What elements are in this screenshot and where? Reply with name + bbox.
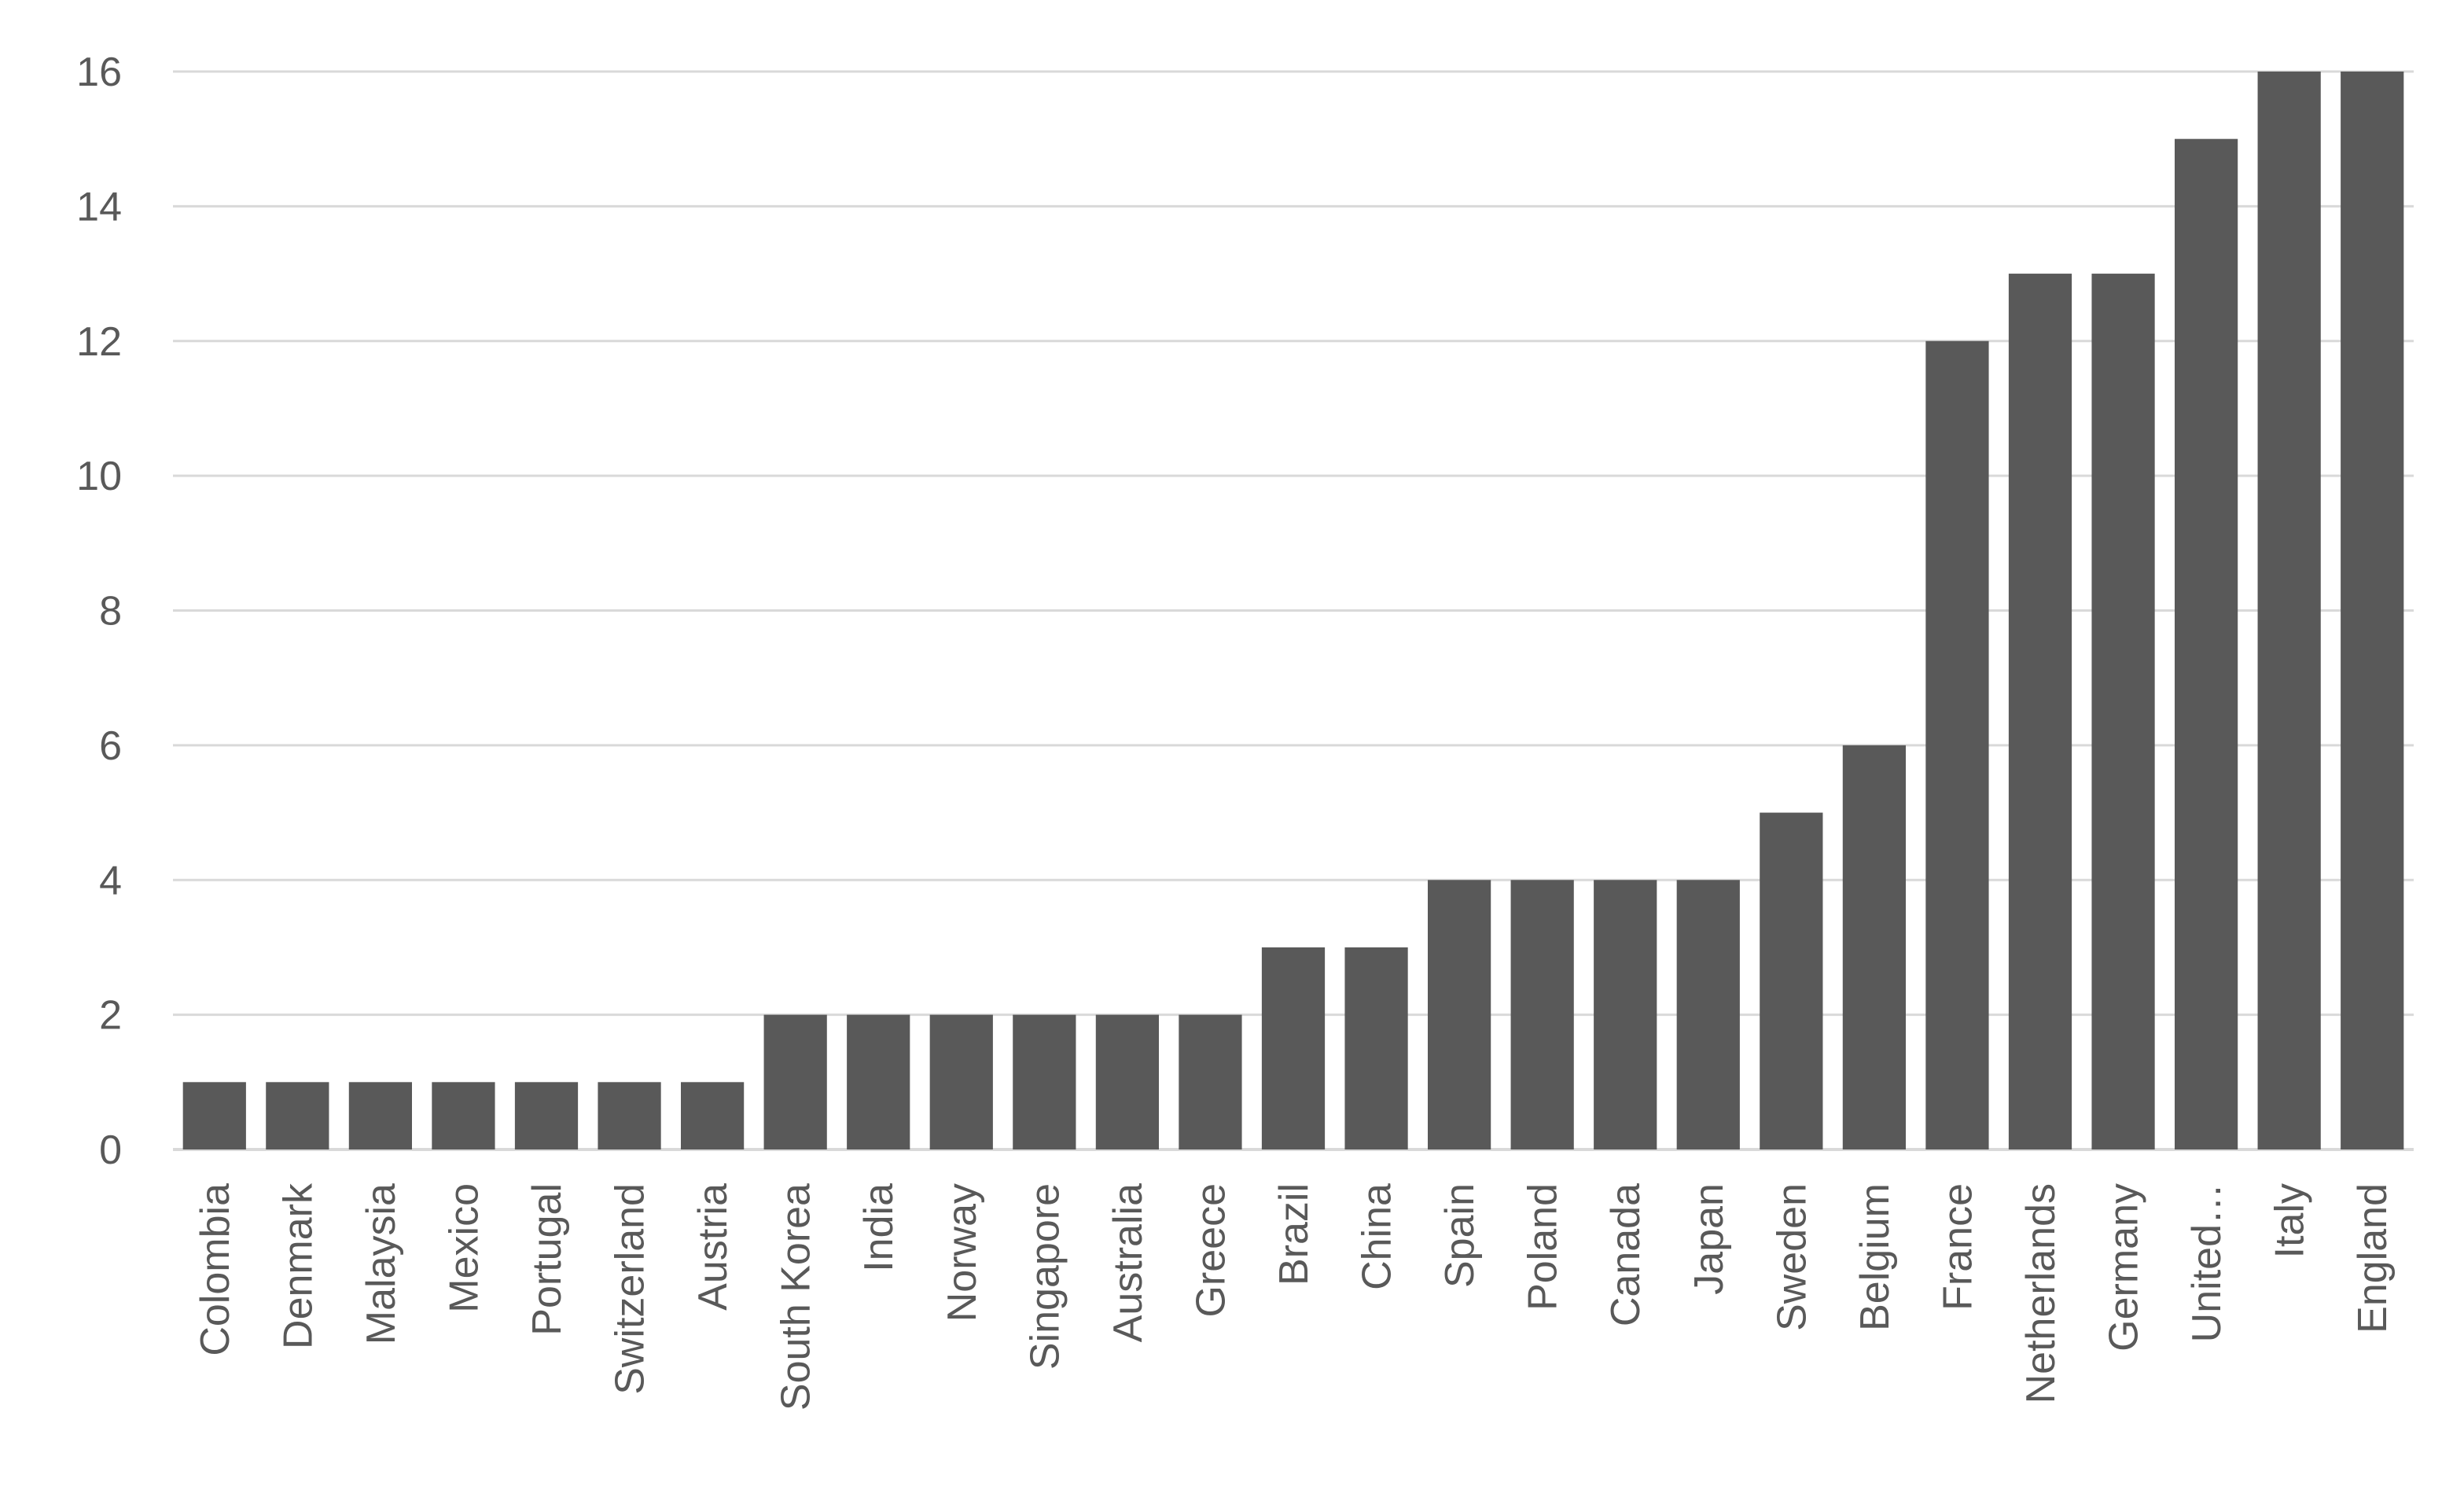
x-category-label: Japan xyxy=(1686,1183,1732,1295)
x-category-label: Colombia xyxy=(193,1183,238,1356)
bar-portugal xyxy=(514,1082,579,1149)
x-category-label: Canada xyxy=(1603,1183,1649,1326)
y-tick-label: 2 xyxy=(99,993,122,1039)
x-category-label: Australia xyxy=(1105,1183,1151,1342)
bar-germany xyxy=(2091,274,2155,1149)
x-category-label: Singapore xyxy=(1022,1183,1068,1370)
x-category-label: Malaysia xyxy=(359,1183,404,1344)
x-category-label: Austria xyxy=(690,1183,736,1311)
x-category-label: Norway xyxy=(940,1183,985,1322)
bar-singapore xyxy=(1013,1014,1076,1149)
x-category-label: Belgium xyxy=(1852,1183,1898,1331)
bar-netherlands xyxy=(2008,274,2072,1149)
bar-belgium xyxy=(1842,745,1906,1149)
y-tick-label: 14 xyxy=(76,184,122,230)
x-axis-category-labels: Colombia Denmark Malaysia Mexico Portugal Swi… xyxy=(193,1183,2396,1411)
x-category-label: Sweden xyxy=(1769,1183,1815,1331)
y-tick-label: 0 xyxy=(99,1127,122,1173)
x-category-label: Switzerland xyxy=(608,1183,653,1395)
x-category-label: Netherlands xyxy=(2018,1183,2064,1403)
bar-france xyxy=(1925,340,1989,1149)
x-category-label: Germany xyxy=(2102,1183,2147,1352)
y-tick-label: 4 xyxy=(99,858,122,903)
y-axis-tick-labels: 0 2 4 6 8 10 12 14 16 xyxy=(76,50,122,1173)
bar-japan xyxy=(1676,880,1740,1149)
bars xyxy=(182,72,2404,1149)
bar-south-korea xyxy=(763,1014,827,1149)
bar-canada xyxy=(1594,880,1657,1149)
bar-united xyxy=(2175,138,2238,1149)
x-category-label: Denmark xyxy=(275,1183,321,1349)
y-tick-label: 8 xyxy=(99,589,122,634)
bar-india xyxy=(847,1014,910,1149)
bar-australia xyxy=(1095,1014,1159,1149)
bar-colombia xyxy=(182,1082,246,1149)
y-tick-label: 6 xyxy=(99,723,122,769)
y-tick-label: 10 xyxy=(76,454,122,499)
bar-china xyxy=(1344,947,1408,1149)
x-category-label: Spain xyxy=(1437,1183,1483,1288)
bar-malaysia xyxy=(348,1082,412,1149)
x-category-label: India xyxy=(856,1183,902,1272)
bar-italy xyxy=(2257,72,2321,1149)
x-category-label: United… xyxy=(2184,1183,2230,1342)
bar-switzerland xyxy=(598,1082,661,1149)
bar-sweden xyxy=(1760,812,1823,1149)
bar-norway xyxy=(929,1014,993,1149)
x-category-label: Mexico xyxy=(441,1183,487,1313)
x-category-label: Portugal xyxy=(524,1183,570,1336)
x-category-label: China xyxy=(1355,1183,1400,1290)
x-category-label: France xyxy=(1935,1183,1980,1311)
bar-brazil xyxy=(1261,947,1326,1149)
y-tick-label: 16 xyxy=(76,50,122,95)
x-category-label: England xyxy=(2350,1183,2396,1333)
y-tick-label: 12 xyxy=(76,319,122,365)
bar-england xyxy=(2341,72,2404,1149)
x-category-label: Italy xyxy=(2267,1183,2313,1258)
bar-spain xyxy=(1428,880,1491,1149)
x-category-label: South Korea xyxy=(774,1183,819,1411)
bar-greece xyxy=(1179,1014,1242,1149)
bar-mexico xyxy=(432,1082,495,1149)
x-category-label: Poland xyxy=(1521,1183,1566,1311)
bar-denmark xyxy=(266,1082,329,1149)
x-category-label: Brazil xyxy=(1271,1183,1317,1286)
bar-austria xyxy=(681,1082,745,1149)
x-category-label: Greece xyxy=(1188,1183,1234,1318)
bar-poland xyxy=(1510,880,1574,1149)
